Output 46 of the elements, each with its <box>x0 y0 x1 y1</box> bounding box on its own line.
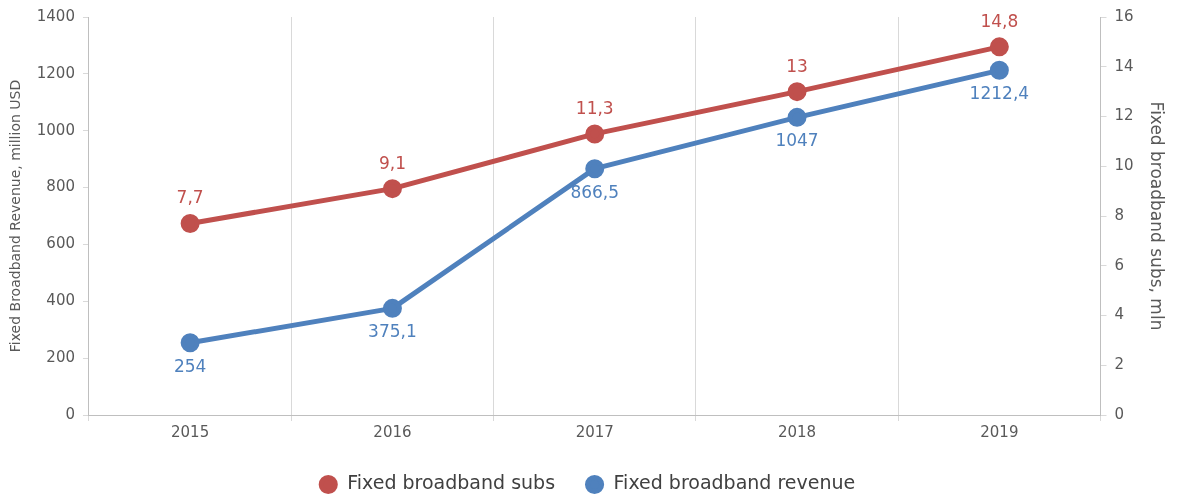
point <box>180 213 200 233</box>
legend-label: Fixed broadband subs <box>347 471 556 494</box>
y-tick-label: 800 <box>46 177 75 196</box>
y2-tick-label: 8 <box>1114 205 1125 224</box>
y2-tick-label: 2 <box>1114 355 1125 374</box>
y-tick-label: 1400 <box>36 6 75 25</box>
legend-label: Fixed broadband revenue <box>613 471 856 494</box>
y-tick-label: 600 <box>46 234 75 253</box>
y2-tick-label: 4 <box>1114 305 1125 324</box>
point <box>382 179 402 199</box>
y2-tick-label: 12 <box>1114 106 1134 125</box>
x-tick-label: 2019 <box>980 422 1019 441</box>
data-label: 1047 <box>775 130 819 151</box>
point <box>585 124 605 144</box>
data-label: 7,7 <box>176 187 204 208</box>
y-tick-label: 200 <box>46 348 75 367</box>
point <box>585 159 605 179</box>
x-tick-label: 2018 <box>777 422 817 441</box>
y2-tick-label: 14 <box>1114 56 1134 75</box>
y2-axis-title: Fixed broadband subs, mln <box>1147 101 1168 331</box>
data-label: 1212,4 <box>969 83 1030 104</box>
y-tick-label: 0 <box>65 404 75 423</box>
point <box>787 82 807 102</box>
y2-tick-label: 16 <box>1114 6 1134 25</box>
data-label: 866,5 <box>570 181 620 202</box>
data-label: 13 <box>786 55 808 76</box>
point <box>989 37 1009 57</box>
y2-tick-label: 6 <box>1114 255 1125 274</box>
y-tick-label: 400 <box>46 291 75 310</box>
data-label: 9,1 <box>378 152 406 173</box>
data-label: 11,3 <box>575 97 614 118</box>
x-tick-label: 2015 <box>171 422 210 441</box>
y2-tick-label: 10 <box>1114 156 1134 175</box>
data-label: 14,8 <box>980 10 1019 31</box>
x-tick-label: 2016 <box>373 422 412 441</box>
x-tick-label: 2017 <box>575 422 614 441</box>
point <box>382 298 402 318</box>
data-label: 254 <box>173 355 207 376</box>
point <box>787 107 807 127</box>
y-axis-title: Fixed Broadband Revenue, million USD <box>7 79 24 353</box>
y-tick-label: 1200 <box>36 63 75 82</box>
data-label: 375,1 <box>368 321 417 342</box>
y-tick-label: 1000 <box>36 120 75 139</box>
y2-tick-label: 0 <box>1114 404 1125 423</box>
point <box>989 60 1009 80</box>
point <box>180 333 200 353</box>
